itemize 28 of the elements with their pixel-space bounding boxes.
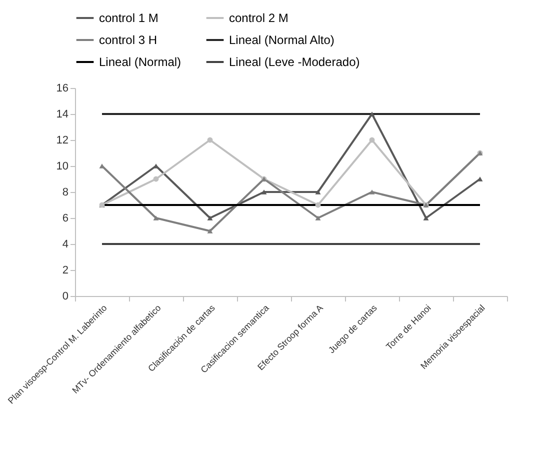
legend-label: Lineal (Leve -Moderado) <box>229 55 360 69</box>
point <box>369 190 375 194</box>
y-tick-label: 2 <box>62 264 68 276</box>
point <box>315 190 321 194</box>
point <box>207 137 213 143</box>
point <box>315 216 321 220</box>
point <box>261 190 267 194</box>
y-tick-label: 6 <box>62 212 68 224</box>
legend-label: Lineal (Normal Alto) <box>229 33 334 47</box>
legend-label: control 3 H <box>99 33 158 47</box>
legend-label: control 2 M <box>229 11 288 25</box>
point <box>153 216 159 220</box>
legend-label: control 1 M <box>99 11 158 25</box>
y-tick-label: 10 <box>56 160 68 172</box>
y-tick-label: 16 <box>56 82 68 94</box>
legend-label: Lineal (Normal) <box>99 55 182 69</box>
point <box>207 216 213 220</box>
point <box>369 137 375 143</box>
y-tick-label: 8 <box>62 186 68 198</box>
point <box>207 228 213 234</box>
point <box>369 112 375 116</box>
y-tick-label: 4 <box>62 238 68 250</box>
point <box>315 202 321 208</box>
point <box>423 216 429 220</box>
y-tick-label: 14 <box>56 108 68 120</box>
point <box>153 176 159 182</box>
y-tick-label: 12 <box>56 134 68 146</box>
y-tick-label: 0 <box>62 290 68 302</box>
